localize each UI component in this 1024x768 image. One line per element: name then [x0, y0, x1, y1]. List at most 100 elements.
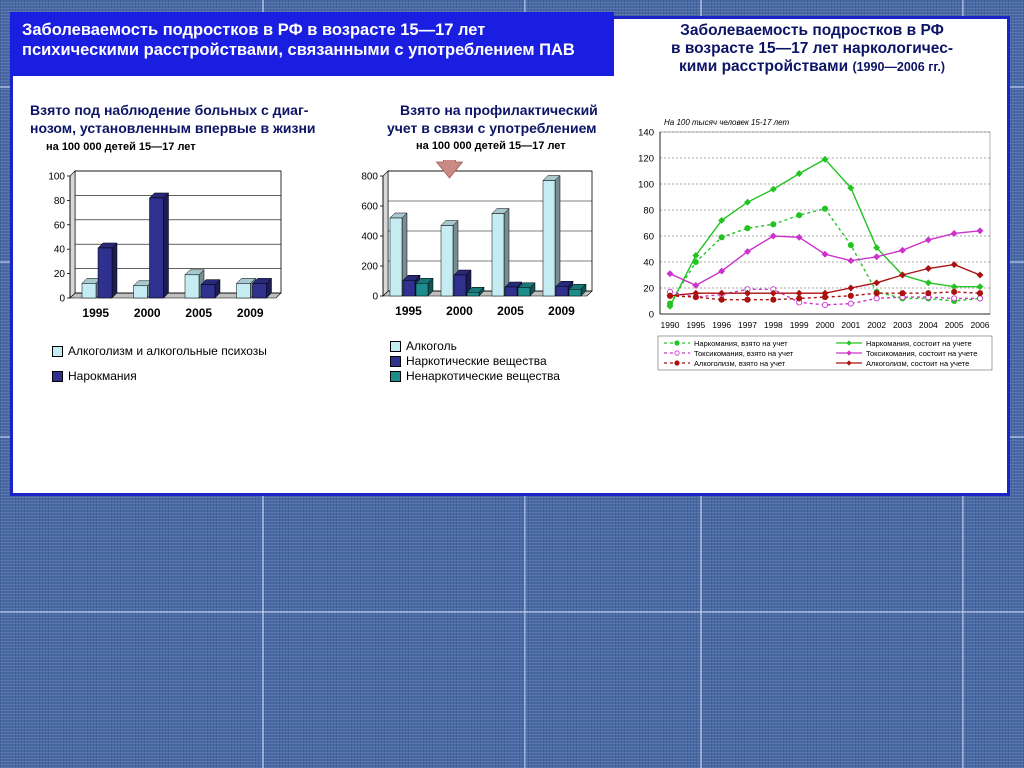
legend-label: Наркотические вещества [406, 354, 547, 368]
data-point [718, 234, 725, 241]
bar [97, 247, 113, 299]
legend-label: Токсикомания, состоит на учете [866, 349, 977, 358]
data-point [718, 296, 725, 303]
data-point [718, 289, 726, 297]
y-tick-label: 40 [643, 258, 654, 269]
bar-side [503, 207, 510, 297]
y-tick-label: 120 [638, 154, 654, 165]
y-tick-label: 0 [649, 310, 654, 321]
chart2-legend-non-narcotic: Ненаркотические вещества [390, 369, 560, 383]
legend-marker [846, 360, 852, 366]
x-tick-label: 1995 [395, 304, 422, 318]
bar [149, 197, 164, 299]
x-tick-label: 2009 [548, 304, 575, 318]
y-tick-label: 40 [54, 245, 66, 256]
data-point [924, 279, 932, 287]
x-tick-label: 2003 [893, 320, 912, 330]
y-tick-label: 20 [54, 269, 66, 280]
data-point [770, 296, 777, 303]
bar [555, 286, 569, 297]
legend-label: Алкоголизм, взято на учет [694, 359, 786, 368]
chart2-legend-narcotic: Наркотические вещества [390, 354, 547, 368]
line-chart-title-line-2: в возрасте 15—17 лет наркологичес- [671, 40, 953, 57]
legend-label: Наркомания, состоит на учете [866, 339, 972, 348]
x-tick-label: 2005 [497, 304, 524, 318]
legend-label: Нарокмания [68, 369, 137, 383]
chart2-caption-line-1: Взято на профилактический [400, 102, 598, 118]
line-legend-box [657, 335, 993, 371]
bar [200, 284, 216, 299]
data-point [769, 289, 777, 297]
y-tick-label: 80 [643, 206, 654, 217]
data-point [976, 290, 984, 297]
line-chart-title-line-3a: кими расстройствами [679, 58, 853, 75]
line-chart-title-line-3: кими расстройствами (1990—2006 гг.) [632, 58, 992, 76]
bar-chart-2: 0 200 400 600 800 1995 2000 2005 2009 [361, 160, 593, 318]
data-point [666, 292, 674, 300]
chart1-legend-narcomania: Нарокмания [52, 369, 137, 383]
y-tick-label: 60 [54, 220, 66, 231]
data-point [898, 271, 907, 279]
data-point [847, 292, 854, 299]
y-tick-label: 600 [361, 202, 378, 213]
data-point [692, 281, 700, 289]
data-point [976, 283, 984, 291]
data-point [898, 246, 907, 254]
legend-label: Алкоголизм, состоит на учете [866, 359, 969, 368]
legend-label: Наркомания, взято на учет [694, 339, 788, 348]
data-point [847, 242, 854, 249]
data-point [769, 185, 777, 193]
y-tick-label: 140 [638, 128, 654, 139]
slide-title-banner: Заболеваемость подростков в РФ в возраст… [10, 12, 614, 76]
legend-marker [674, 360, 680, 366]
legend-swatch [390, 355, 401, 367]
legend-marker [674, 340, 680, 346]
data-point [899, 290, 906, 297]
x-tick-label: 1997 [738, 320, 757, 330]
line-chart-title-line-1: Заболеваемость подростков в РФ [680, 22, 944, 39]
y-tick-label: 20 [643, 284, 654, 295]
data-point [718, 267, 726, 275]
data-point [744, 225, 751, 232]
x-tick-label: 2000 [816, 320, 835, 330]
chart1-caption-line-2: нозом, установленным впервые в жизни [30, 120, 316, 136]
data-point [873, 253, 881, 261]
data-point [770, 221, 777, 228]
data-point [796, 212, 803, 219]
y-tick-label: 200 [361, 262, 378, 273]
x-tick-label: 2000 [134, 306, 161, 320]
chart1-legend-alcoholism: Алкоголизм и алкогольные психозы [52, 344, 267, 358]
line-chart-subtitle: На 100 тысяч человек 15-17 лет [664, 118, 789, 127]
bar-side [163, 192, 169, 299]
data-point [847, 257, 855, 265]
chart-side-wall [382, 170, 389, 297]
legend-marker [674, 350, 680, 356]
data-point [795, 233, 803, 241]
x-tick-label: 1995 [82, 306, 109, 320]
data-point [795, 170, 803, 178]
bar [491, 213, 505, 297]
bar [504, 286, 518, 297]
x-tick-label: 2005 [185, 306, 212, 320]
y-tick-label: 80 [54, 196, 66, 207]
bar [236, 283, 251, 299]
bar [81, 283, 97, 299]
bar [542, 180, 556, 297]
x-tick-label: 2009 [237, 306, 264, 320]
x-tick-label: 1990 [661, 320, 680, 330]
bar-side [111, 242, 118, 299]
bar [568, 289, 582, 297]
bar [415, 283, 429, 297]
data-point [769, 232, 777, 240]
data-point [666, 302, 674, 310]
data-point [873, 279, 881, 287]
data-point [976, 271, 984, 279]
data-point [821, 289, 829, 297]
bar-chart-1: 0 20 40 60 80 100 1995 2000 2005 2009 [48, 170, 282, 320]
chart2-legend-alcohol: Алкоголь [390, 339, 457, 353]
highlight-arrow [435, 160, 464, 179]
data-point [873, 295, 880, 302]
chart1-unit-label: на 100 000 детей 15—17 лет [46, 141, 196, 153]
x-tick-label: 1995 [686, 320, 705, 330]
data-point [847, 184, 855, 192]
